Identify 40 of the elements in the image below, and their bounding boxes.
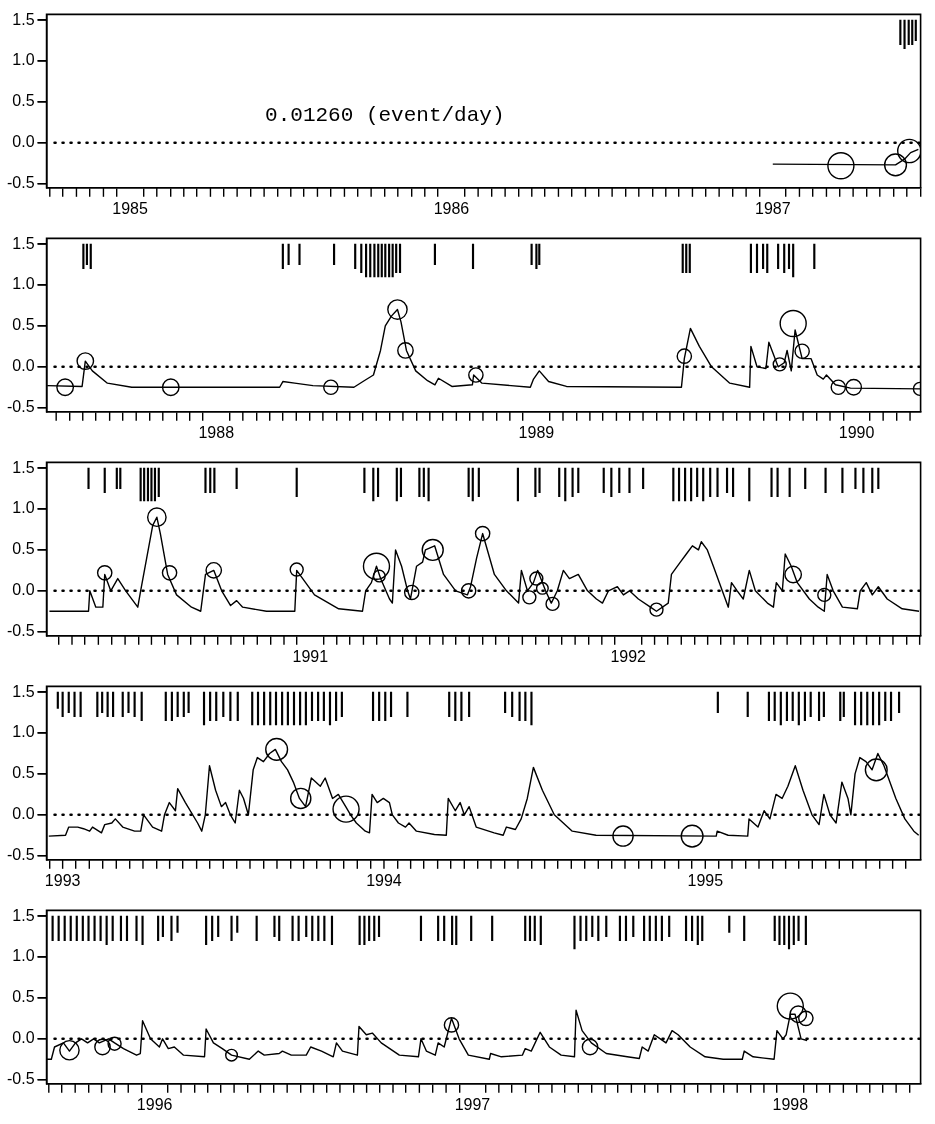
y-tick-label: 1.0 bbox=[12, 947, 35, 965]
y-tick-label: 1.5 bbox=[12, 458, 35, 476]
x-tick-label: 1998 bbox=[772, 1095, 809, 1113]
x-tick-label: 1985 bbox=[112, 199, 149, 217]
x-tick-label: 1994 bbox=[366, 871, 402, 889]
x-tick-label: 1986 bbox=[433, 199, 470, 217]
y-tick-label: 0.0 bbox=[12, 133, 35, 151]
y-tick-label: 0.5 bbox=[12, 764, 35, 782]
y-tick-label: 1.0 bbox=[12, 499, 35, 517]
y-tick-label: 1.0 bbox=[12, 51, 35, 69]
x-tick-label: 1997 bbox=[454, 1095, 491, 1113]
y-tick-label: 0.0 bbox=[12, 357, 35, 375]
y-tick-label: 1.5 bbox=[12, 234, 35, 252]
y-tick-label: 1.5 bbox=[12, 10, 35, 28]
y-tick-label: -0.5 bbox=[6, 174, 35, 192]
y-tick-label: 1.0 bbox=[12, 723, 35, 741]
y-tick-label: 0.5 bbox=[12, 988, 35, 1006]
y-tick-label: 0.5 bbox=[12, 540, 35, 558]
y-tick-label: 0.5 bbox=[12, 92, 35, 110]
x-tick-label: 1990 bbox=[838, 423, 875, 441]
x-tick-label: 1992 bbox=[610, 647, 647, 665]
y-tick-label: 0.5 bbox=[12, 316, 35, 334]
x-tick-label: 1993 bbox=[44, 871, 81, 889]
y-tick-label: 0.0 bbox=[12, 805, 35, 823]
y-tick-label: -0.5 bbox=[6, 1070, 35, 1088]
x-tick-label: 1996 bbox=[136, 1095, 173, 1113]
y-tick-label: 0.0 bbox=[12, 581, 35, 599]
x-tick-label: 1991 bbox=[292, 647, 329, 665]
y-tick-label: -0.5 bbox=[6, 398, 35, 416]
y-tick-label: 0.0 bbox=[12, 1029, 35, 1047]
y-tick-label: 1.0 bbox=[12, 275, 35, 293]
x-tick-label: 1989 bbox=[518, 423, 555, 441]
x-tick-label: 1988 bbox=[198, 423, 235, 441]
y-tick-label: -0.5 bbox=[6, 846, 35, 864]
y-tick-label: 1.5 bbox=[12, 682, 35, 700]
x-tick-label: 1987 bbox=[754, 199, 791, 217]
y-tick-label: 1.5 bbox=[12, 906, 35, 924]
y-tick-label: -0.5 bbox=[6, 622, 35, 640]
annotation: 0.01260 (event/day) bbox=[265, 103, 505, 127]
x-tick-label: 1995 bbox=[687, 871, 724, 889]
